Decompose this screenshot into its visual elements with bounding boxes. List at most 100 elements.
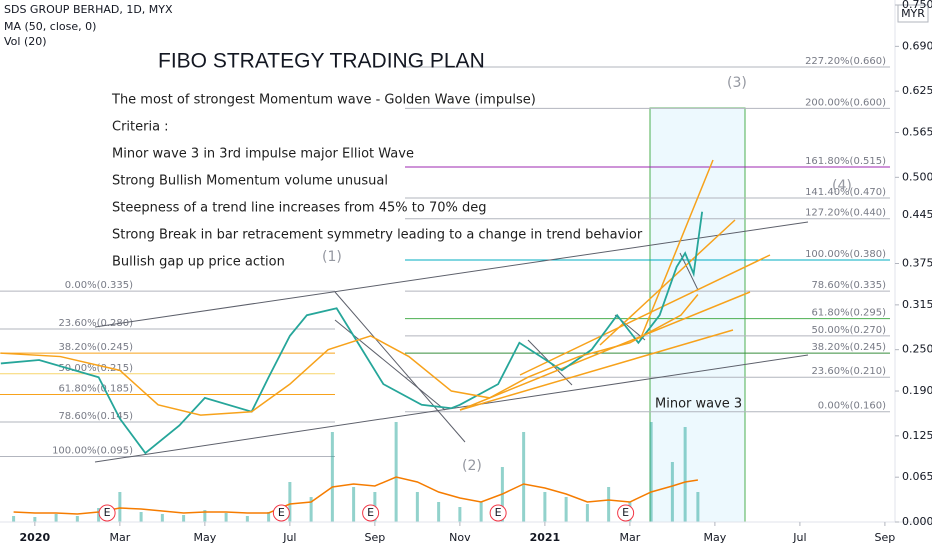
- fib-label: 38.20%(0.245): [811, 342, 886, 353]
- x-tick-label: 2021: [530, 531, 561, 544]
- volume-bar: [394, 422, 398, 522]
- event-label: E: [278, 506, 285, 519]
- y-tick-label: 0.500: [902, 170, 932, 183]
- fib-label: 50.00%(0.270): [811, 325, 886, 336]
- y-tick-label: 0.750: [902, 0, 932, 11]
- annotation: Criteria :: [112, 120, 169, 135]
- symbol: SDS GROUP BERHAD, 1D, MYX: [4, 3, 173, 16]
- volume-bar: [33, 517, 37, 522]
- y-tick-label: 0.375: [902, 257, 932, 270]
- y-tick-label: 0.125: [902, 429, 932, 442]
- fib-label: 100.00%(0.095): [52, 446, 133, 457]
- wave-label: (3): [727, 75, 747, 91]
- wave-label: (4): [832, 178, 852, 194]
- volume-bar: [330, 432, 334, 522]
- fib-label: 0.00%(0.160): [818, 401, 886, 412]
- volume-bar: [415, 492, 419, 522]
- annotation: Bullish gap up price action: [112, 255, 285, 270]
- x-tick-label: Sep: [365, 531, 386, 544]
- event-label: E: [622, 506, 629, 519]
- x-tick-label: May: [704, 531, 727, 544]
- volume-bar: [458, 507, 462, 522]
- volume-bar: [585, 504, 589, 522]
- y-tick-label: 0.065: [902, 470, 932, 483]
- volume-bar: [479, 502, 483, 522]
- fib-label: 78.60%(0.335): [811, 280, 886, 291]
- x-tick-label: Sep: [875, 531, 896, 544]
- annotation: The most of strongest Momentum wave - Go…: [111, 93, 536, 108]
- volume-bar: [54, 514, 58, 522]
- event-marker: [362, 504, 380, 522]
- series-line: [0, 294, 699, 416]
- y-tick-label: 0.250: [902, 343, 932, 356]
- volume-bar: [696, 492, 700, 522]
- chart-title: FIBO STRATEGY TRADING PLAN: [158, 50, 485, 73]
- volume-bar: [267, 512, 271, 522]
- fib-label: 100.00%(0.380): [805, 249, 886, 260]
- ma-legend: MA (50, close, 0): [4, 20, 96, 33]
- event-label: E: [495, 506, 502, 519]
- x-tick-label: Jul: [792, 531, 806, 544]
- fib-label: 78.60%(0.145): [58, 411, 133, 422]
- event-label: E: [104, 506, 111, 519]
- fib-label: 50.00%(0.215): [58, 363, 133, 374]
- series-line: [0, 211, 704, 455]
- x-tick-label: Mar: [109, 531, 130, 544]
- event-marker: [98, 504, 116, 522]
- fib-label: 161.80%(0.515): [805, 156, 886, 167]
- event-marker: [489, 504, 507, 522]
- vol-legend: Vol (20): [4, 35, 47, 48]
- y-tick-label: 0.625: [902, 84, 932, 97]
- volume-bar: [75, 516, 79, 522]
- volume-bar: [97, 508, 101, 522]
- volume-bar: [160, 514, 164, 522]
- y-tick-label: 0.190: [902, 384, 932, 397]
- last-price: 0.445: [902, 208, 932, 221]
- fib-label: 127.20%(0.440): [805, 208, 886, 219]
- x-tick-label: Nov: [449, 531, 471, 544]
- x-tick-label: May: [193, 531, 216, 544]
- fib-label: 200.00%(0.600): [805, 97, 886, 108]
- y-tick-label: 0.690: [902, 39, 932, 52]
- volume-bar: [203, 510, 207, 522]
- volume-bar: [245, 516, 249, 522]
- volume-bar: [12, 516, 16, 522]
- event-label: E: [367, 506, 374, 519]
- fib-label: 61.80%(0.295): [811, 308, 886, 319]
- volume-ma: [13, 476, 699, 515]
- fib-label: 61.80%(0.185): [58, 383, 133, 394]
- volume-bar: [288, 482, 292, 522]
- y-tick-label: 0.315: [902, 298, 932, 311]
- volume-bar: [670, 462, 674, 522]
- y-tick-label: 0.000: [902, 515, 932, 528]
- volume-bar: [437, 502, 441, 522]
- wave-label: (1): [322, 249, 342, 265]
- fib-label: 38.20%(0.245): [58, 342, 133, 353]
- wave-box: [649, 107, 746, 523]
- fib-label: 141.40%(0.470): [805, 187, 886, 198]
- currency: MYR: [901, 7, 925, 20]
- fib-label: 23.60%(0.210): [811, 366, 886, 377]
- volume-bar: [607, 487, 611, 522]
- annotation: Strong Break in bar retracement symmetry…: [112, 228, 643, 243]
- volume-bar: [543, 492, 547, 522]
- volume-bar: [182, 515, 186, 522]
- volume-bar: [118, 492, 122, 522]
- volume-bar: [522, 432, 526, 522]
- event-marker: [272, 504, 290, 522]
- annotation: Steepness of a trend line increases from…: [112, 201, 486, 216]
- volume-bar: [309, 497, 313, 522]
- wave-label: (2): [462, 458, 482, 474]
- x-tick-label: 2020: [20, 531, 51, 544]
- fib-label: 0.00%(0.335): [65, 280, 133, 291]
- box-label: Minor wave 3: [655, 397, 742, 412]
- volume-bar: [683, 427, 687, 522]
- fib-label: 23.60%(0.280): [58, 318, 133, 329]
- annotation: Strong Bullish Momentum volume unusual: [112, 174, 388, 189]
- volume-bar: [224, 513, 228, 522]
- volume-bar: [564, 497, 568, 522]
- fibs: 227.20%(0.660) 200.00%(0.600) 161.80%(0.51…: [0, 56, 890, 458]
- volume-bar: [649, 422, 653, 522]
- volume-bar: [139, 512, 143, 522]
